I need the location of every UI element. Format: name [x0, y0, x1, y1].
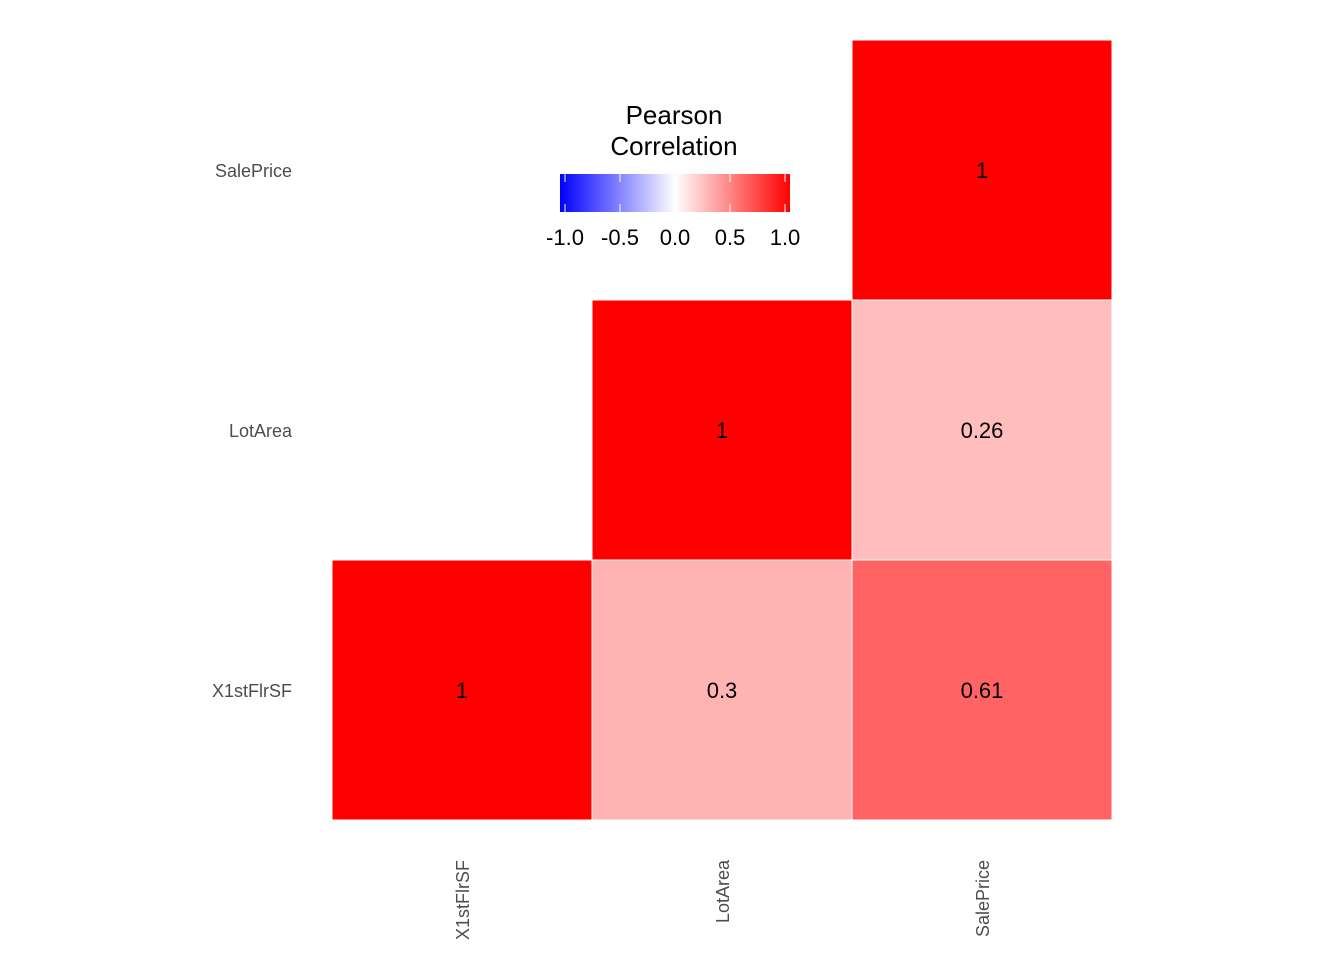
legend-tick-label: -1.0 [546, 225, 584, 250]
heatmap-cell-labels: 1 0.3 0.61 1 0.26 1 [456, 158, 1004, 703]
y-tick-label-LotArea: LotArea [229, 421, 293, 441]
y-tick-label-SalePrice: SalePrice [215, 161, 292, 181]
heatmap-cell-SalePrice-SalePrice [851, 39, 1113, 301]
x-tick-label-X1stFlrSF: X1stFlrSF [453, 860, 473, 940]
legend-tick-label: -0.5 [601, 225, 639, 250]
cell-value-label-SalePrice-X1stFlrSF: 0.61 [961, 678, 1004, 703]
cell-value-label-X1stFlrSF-X1stFlrSF: 1 [456, 678, 468, 703]
legend-tick-label: 1.0 [770, 225, 801, 250]
legend-tick-label: 0.5 [715, 225, 746, 250]
cell-value-label-LotArea-X1stFlrSF: 0.3 [707, 678, 738, 703]
cell-value-label-SalePrice-LotArea: 0.26 [961, 418, 1004, 443]
y-tick-label-X1stFlrSF: X1stFlrSF [212, 681, 292, 701]
legend-tick-label: 0.0 [660, 225, 691, 250]
heatmap-cells [331, 39, 1113, 821]
legend-ticks: -1.0 -0.5 0.0 0.5 1.0 [546, 174, 800, 250]
cell-value-label-LotArea-LotArea: 1 [716, 418, 728, 443]
y-axis: X1stFlrSF LotArea SalePrice [212, 161, 293, 701]
color-legend: Pearson Correlation -1.0 -0.5 0.0 0.5 1.0 [546, 100, 800, 250]
legend-title-line-2: Correlation [610, 131, 737, 161]
heatmap-cell-LotArea-X1stFlrSF [591, 559, 853, 821]
legend-title-line-1: Pearson [626, 100, 723, 130]
heatmap-cell-LotArea-LotArea [591, 299, 853, 561]
x-tick-label-SalePrice: SalePrice [973, 860, 993, 937]
heatmap-cell-SalePrice-LotArea [851, 299, 1113, 561]
cell-value-label-SalePrice-SalePrice: 1 [976, 158, 988, 183]
x-axis: X1stFlrSF LotArea SalePrice [453, 859, 993, 940]
x-tick-label-LotArea: LotArea [713, 859, 733, 923]
heatmap-cell-X1stFlrSF-X1stFlrSF [331, 559, 593, 821]
